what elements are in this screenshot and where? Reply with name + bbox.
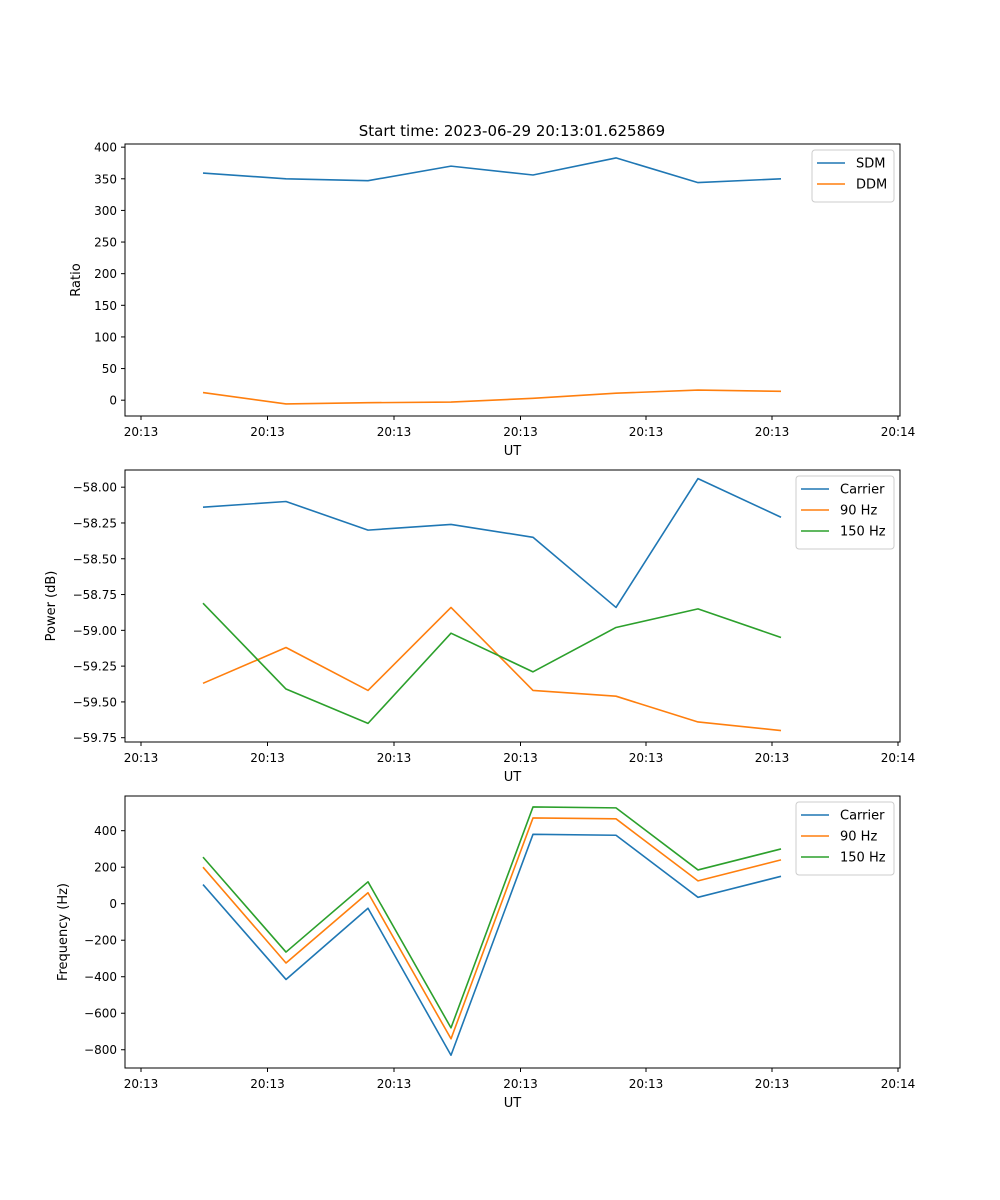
legend: Carrier 90 Hz 150 Hz [795, 801, 895, 876]
legend-label: 150 Hz [840, 525, 886, 540]
y-tick-label: 0 [109, 394, 117, 408]
y-tick-label: −800 [84, 1043, 117, 1057]
legend: Carrier 90 Hz 150 Hz [795, 475, 895, 550]
legend-label: 90 Hz [840, 504, 877, 519]
chart-panel-2: −58.00 −58.25 −58.50 −58.75 −59.00 −59.25 −59.… [44, 469, 916, 785]
y-tick-label: 200 [94, 267, 117, 281]
y-tick-label: −59.75 [73, 731, 117, 745]
series-line-ddm [202, 389, 782, 405]
y-tick-label: 0 [109, 897, 117, 911]
y-tick-label: −58.75 [73, 588, 117, 602]
x-tick-label: 20:14 [881, 751, 916, 765]
plot-area-frame [124, 795, 901, 1069]
series-line-carrier [202, 833, 782, 1057]
y-tick-label: 400 [94, 824, 117, 838]
y-tick-label: −59.25 [73, 660, 117, 674]
legend-label: Carrier [840, 809, 885, 824]
x-tick-label: 20:13 [503, 1077, 538, 1091]
x-tick-label: 20:13 [250, 751, 285, 765]
y-tick-label: 300 [94, 204, 117, 218]
y-tick-label: 150 [94, 299, 117, 313]
x-tick-label: 20:13 [377, 425, 412, 439]
x-tick-label: 20:14 [881, 1077, 916, 1091]
legend-label: DDM [856, 178, 887, 193]
y-tick-label: 50 [102, 362, 117, 376]
legend-label: SDM [856, 157, 885, 172]
y-tick-label: −58.00 [73, 481, 117, 495]
y-axis-label: Ratio [69, 263, 84, 296]
x-tick-label: 20:13 [250, 1077, 285, 1091]
y-tick-label: −58.25 [73, 516, 117, 530]
y-tick-label: 250 [94, 236, 117, 250]
y-tick-label: −59.00 [73, 624, 117, 638]
y-tick-label: 350 [94, 172, 117, 186]
x-tick-label: 20:13 [755, 425, 790, 439]
legend-label: 90 Hz [840, 830, 877, 845]
x-tick-label: 20:13 [503, 751, 538, 765]
x-tick-label: 20:13 [755, 751, 790, 765]
x-tick-label: 20:13 [503, 425, 538, 439]
y-tick-label: 400 [94, 141, 117, 155]
x-tick-label: 20:13 [755, 1077, 790, 1091]
plot-area-frame [124, 469, 901, 743]
x-tick-label: 20:13 [629, 751, 664, 765]
x-tick-label: 20:13 [124, 751, 159, 765]
x-tick-label: 20:13 [124, 425, 159, 439]
y-tick-label: −59.50 [73, 695, 117, 709]
y-axis-label: Frequency (Hz) [56, 883, 71, 981]
series-line-150-hz [202, 602, 782, 725]
x-axis-label: UT [504, 770, 522, 785]
y-tick-label: 100 [94, 330, 117, 344]
chart-panel-3: −800 −600 −400 −200 0 200 400 20:13 20:13 20:13 20… [56, 795, 916, 1111]
x-axis-label: UT [504, 444, 522, 459]
series-line-90-hz [202, 817, 782, 1040]
x-tick-label: 20:14 [881, 425, 916, 439]
x-tick-label: 20:13 [377, 751, 412, 765]
y-axis-label: Power (dB) [44, 571, 59, 642]
legend-label: 150 Hz [840, 851, 886, 866]
x-tick-label: 20:13 [629, 425, 664, 439]
x-tick-label: 20:13 [250, 425, 285, 439]
legend: SDM DDM [811, 149, 895, 203]
series-line-sdm [202, 157, 782, 184]
x-axis-label: UT [504, 1096, 522, 1111]
legend-label: Carrier [840, 483, 885, 498]
y-tick-label: −400 [84, 970, 117, 984]
chart-panel-1: 0 50 100 150 200 250 300 350 400 20:13 20:13 20:13 2… [69, 141, 915, 459]
y-tick-label: −200 [84, 934, 117, 948]
y-tick-label: −58.50 [73, 552, 117, 566]
series-line-150-hz [202, 806, 782, 1029]
y-tick-label: 200 [94, 861, 117, 875]
x-tick-label: 20:13 [377, 1077, 412, 1091]
x-tick-label: 20:13 [124, 1077, 159, 1091]
series-line-carrier [202, 477, 782, 609]
chart-title: Start time: 2023-06-29 20:13:01.625869 [359, 122, 665, 140]
charts-container: 0 50 100 150 200 250 300 350 400 20:13 20:13 20:13 2… [44, 141, 915, 1111]
series-line-90-hz [202, 606, 782, 732]
x-tick-label: 20:13 [629, 1077, 664, 1091]
plot-area-frame [124, 143, 901, 417]
y-tick-label: −600 [84, 1007, 117, 1021]
